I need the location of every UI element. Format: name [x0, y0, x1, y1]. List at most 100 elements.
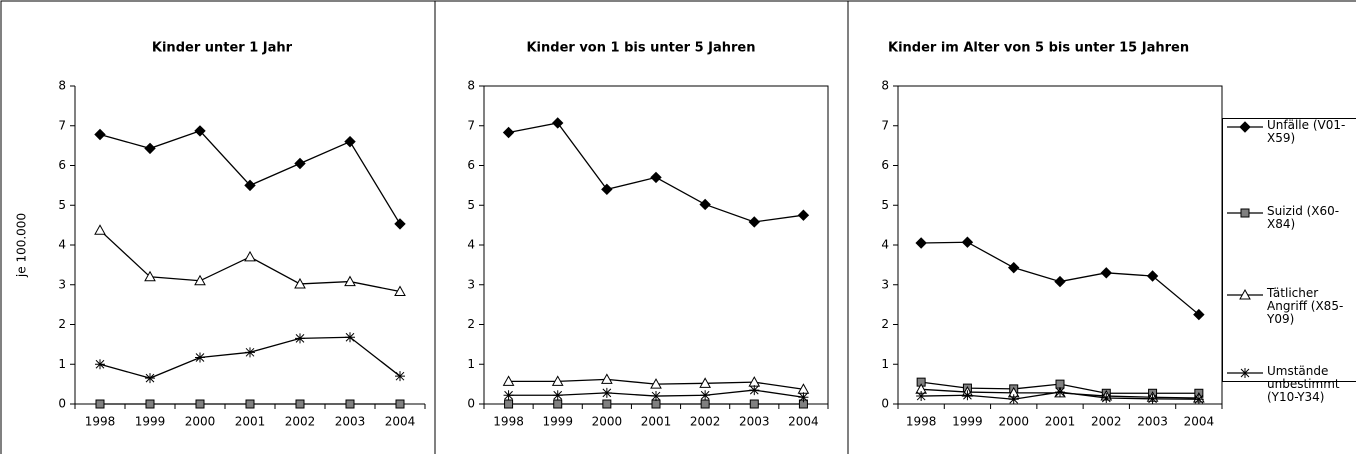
point	[344, 135, 356, 148]
x-tick-label: 1999	[952, 415, 983, 429]
point	[395, 371, 405, 382]
y-tick-label: 2	[881, 317, 889, 331]
y-tick-label: 8	[467, 79, 475, 93]
x-tick-label: 2000	[592, 415, 623, 429]
point	[145, 373, 155, 384]
x-tick-label: 2003	[739, 415, 770, 429]
x-tick-label: 2002	[285, 415, 316, 429]
point	[294, 157, 306, 170]
y-tick-label: 4	[58, 238, 66, 252]
point	[1101, 393, 1112, 404]
y-tick-label: 8	[881, 79, 889, 93]
legend-label: Umstände unbestimmt (Y10-Y34)	[1267, 364, 1340, 404]
point	[1008, 394, 1019, 405]
point	[394, 285, 406, 297]
point	[94, 224, 106, 235]
y-tick-label: 3	[58, 277, 66, 291]
point	[1240, 208, 1250, 218]
x-tick-label: 1999	[542, 415, 573, 429]
x-tick-label: 1998	[906, 415, 937, 429]
y-tick-label: 4	[881, 238, 889, 252]
y-tick-label: 5	[58, 198, 66, 212]
x-tick-label: 1999	[135, 415, 166, 429]
point	[194, 125, 206, 137]
y-tick-label: 3	[881, 277, 889, 291]
point	[295, 333, 305, 344]
point	[145, 399, 155, 409]
legend-swatch	[1227, 288, 1263, 300]
point	[95, 399, 105, 409]
point	[345, 399, 355, 409]
point	[1054, 275, 1066, 288]
legend-swatch	[1227, 121, 1263, 133]
point	[95, 359, 105, 370]
legend-swatch	[1227, 368, 1263, 378]
y-tick-label: 8	[58, 79, 66, 93]
y-tick-label: 5	[881, 198, 889, 212]
legend-label: Tätlicher Angriff (X85-Y09)	[1267, 286, 1344, 326]
x-tick-label: 2003	[335, 415, 366, 429]
legend: Unfälle (V01-X59) Suizid (X60-X84) Tätlich…	[1222, 118, 1356, 404]
point	[503, 390, 514, 401]
point	[699, 198, 711, 211]
point	[916, 391, 927, 402]
x-tick-label: 1998	[85, 415, 116, 429]
y-tick-label: 0	[58, 397, 66, 411]
series	[503, 385, 809, 403]
plot-border	[483, 85, 829, 405]
point	[651, 399, 661, 409]
series	[94, 125, 406, 230]
point	[601, 387, 612, 398]
y-tick-label: 1	[58, 357, 66, 371]
point	[1100, 267, 1112, 279]
y-axis-label: je 100.000	[15, 213, 29, 278]
y-tick-label: 6	[467, 158, 475, 172]
y-tick-label: 7	[881, 118, 889, 132]
point	[1146, 270, 1159, 282]
point	[1239, 121, 1251, 133]
series	[916, 387, 1204, 405]
point	[552, 390, 563, 401]
point	[1008, 261, 1020, 274]
y-tick-label: 2	[467, 317, 475, 331]
chart-title: Kinder von 1 bis unter 5 Jahren	[526, 41, 755, 56]
point	[502, 126, 515, 139]
x-tick-label: 2004	[385, 415, 416, 429]
point	[915, 237, 927, 249]
y-tick-label: 0	[467, 397, 475, 411]
point	[601, 373, 613, 384]
y-tick-label: 7	[467, 118, 475, 132]
point	[344, 275, 356, 287]
point	[1193, 308, 1205, 321]
y-tick-label: 3	[467, 277, 475, 291]
chart-title: Kinder unter 1 Jahr	[152, 41, 293, 56]
panel-frame	[847, 0, 1356, 454]
series	[94, 224, 406, 297]
panel-frame	[434, 0, 849, 454]
y-tick-label: 2	[58, 317, 66, 331]
point	[551, 375, 564, 386]
point	[1193, 394, 1204, 405]
point	[94, 128, 106, 141]
y-tick-label: 0	[881, 397, 889, 411]
point	[552, 117, 564, 129]
plot-border	[897, 85, 1223, 405]
point	[1239, 288, 1251, 300]
point	[797, 209, 810, 221]
y-tick-label: 1	[881, 357, 889, 371]
series	[915, 236, 1205, 321]
point	[798, 392, 809, 403]
point	[504, 399, 514, 409]
point	[395, 399, 405, 409]
y-tick-label: 6	[58, 158, 66, 172]
point	[700, 390, 711, 401]
series	[502, 117, 810, 228]
point	[1055, 387, 1065, 398]
y-tick-label: 4	[467, 238, 475, 252]
point	[602, 399, 612, 409]
x-tick-label: 2002	[690, 415, 721, 429]
point	[245, 399, 255, 409]
point	[650, 378, 662, 389]
